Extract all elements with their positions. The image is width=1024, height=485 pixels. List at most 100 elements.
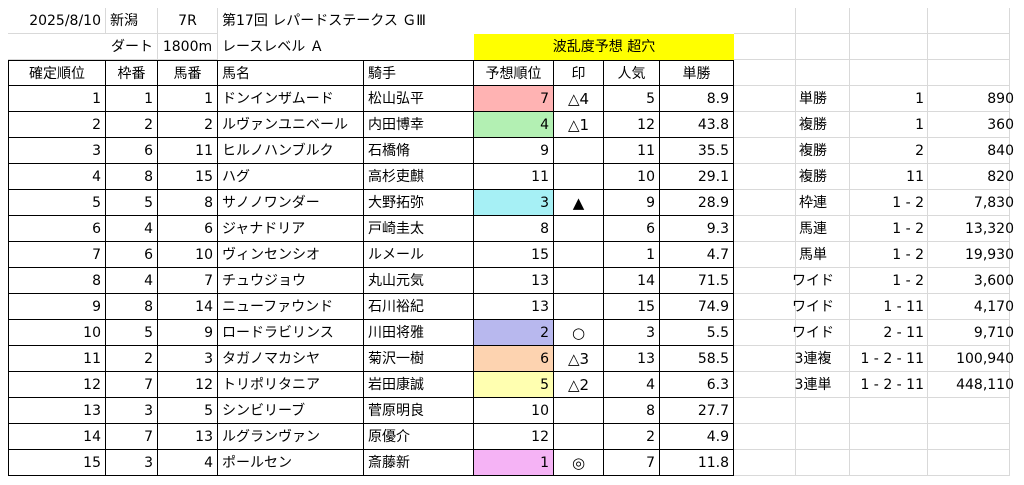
payout-type[interactable]: 馬単: [799, 247, 827, 263]
empty-cell[interactable]: [928, 346, 1010, 372]
empty-cell[interactable]: [796, 60, 850, 86]
race-number[interactable]: 7R: [158, 8, 218, 34]
table-cell-uma[interactable]: 3: [158, 346, 218, 372]
table-cell-pred[interactable]: 6: [474, 346, 554, 372]
table-cell-horse[interactable]: ルヴァンユニベール: [218, 112, 364, 138]
table-cell-horse[interactable]: サノノワンダー: [218, 190, 364, 216]
empty-cell[interactable]: [734, 398, 796, 424]
empty-cell[interactable]: [928, 86, 1010, 112]
empty-cell[interactable]: [796, 138, 850, 164]
table-cell-odds[interactable]: 4.9: [660, 424, 734, 450]
empty-cell[interactable]: [796, 216, 850, 242]
table-cell-rank[interactable]: 5: [8, 190, 106, 216]
payout-amount[interactable]: 448,110: [956, 377, 1014, 393]
empty-cell[interactable]: [928, 112, 1010, 138]
empty-cell[interactable]: [850, 450, 928, 476]
table-cell-mark[interactable]: △1: [554, 112, 604, 138]
empty-cell[interactable]: [850, 424, 928, 450]
table-cell-uma[interactable]: 12: [158, 372, 218, 398]
payout-type[interactable]: 複勝: [799, 169, 827, 185]
empty-cell[interactable]: [850, 112, 928, 138]
table-cell-jockey[interactable]: 石川裕紀: [364, 294, 474, 320]
table-cell-jockey[interactable]: ルメール: [364, 242, 474, 268]
table-cell-rank[interactable]: 1: [8, 86, 106, 112]
table-cell-horse[interactable]: ルグランヴァン: [218, 424, 364, 450]
table-cell-pred[interactable]: 4: [474, 112, 554, 138]
empty-cell[interactable]: [796, 294, 850, 320]
race-surface[interactable]: ダート: [8, 34, 158, 60]
payout-type[interactable]: ワイド: [792, 325, 834, 341]
empty-cell[interactable]: [850, 216, 928, 242]
empty-cell[interactable]: [734, 190, 796, 216]
empty-cell[interactable]: [734, 372, 796, 398]
table-cell-uma[interactable]: 2: [158, 112, 218, 138]
table-cell-rank[interactable]: 4: [8, 164, 106, 190]
table-cell-mark[interactable]: [554, 424, 604, 450]
table-cell-mark[interactable]: [554, 216, 604, 242]
table-cell-pop[interactable]: 10: [604, 164, 660, 190]
table-cell-waku[interactable]: 1: [106, 86, 158, 112]
table-cell-pop[interactable]: 3: [604, 320, 660, 346]
table-cell-mark[interactable]: △3: [554, 346, 604, 372]
table-cell-waku[interactable]: 5: [106, 190, 158, 216]
payout-type[interactable]: 3連複: [794, 351, 832, 367]
table-cell-mark[interactable]: [554, 268, 604, 294]
table-cell-horse[interactable]: ハグ: [218, 164, 364, 190]
empty-cell[interactable]: [850, 190, 928, 216]
empty-cell[interactable]: [850, 398, 928, 424]
empty-cell[interactable]: [734, 164, 796, 190]
table-cell-jockey[interactable]: 丸山元気: [364, 268, 474, 294]
table-cell-horse[interactable]: ロードラビリンス: [218, 320, 364, 346]
table-cell-odds[interactable]: 5.5: [660, 320, 734, 346]
column-header-jockey[interactable]: 騎手: [364, 60, 474, 86]
empty-cell[interactable]: [850, 346, 928, 372]
table-cell-jockey[interactable]: 原優介: [364, 424, 474, 450]
payout-type[interactable]: 複勝: [799, 143, 827, 159]
table-cell-pop[interactable]: 9: [604, 190, 660, 216]
empty-cell[interactable]: [734, 450, 796, 476]
table-cell-odds[interactable]: 27.7: [660, 398, 734, 424]
table-cell-pred[interactable]: 15: [474, 242, 554, 268]
race-name[interactable]: 第17回 レパードステークス ＧⅢ: [222, 13, 426, 29]
table-cell-pop[interactable]: 5: [604, 86, 660, 112]
empty-cell[interactable]: [734, 8, 796, 34]
table-cell-waku[interactable]: 2: [106, 112, 158, 138]
payout-type[interactable]: ワイド: [792, 299, 834, 315]
empty-cell[interactable]: [734, 268, 796, 294]
table-cell-pred[interactable]: 13: [474, 268, 554, 294]
payout-combination[interactable]: 2: [915, 143, 924, 159]
table-cell-pop[interactable]: 15: [604, 294, 660, 320]
table-cell-pred[interactable]: 7: [474, 86, 554, 112]
payout-amount[interactable]: 4,170: [973, 299, 1014, 315]
table-cell-uma[interactable]: 10: [158, 242, 218, 268]
empty-cell[interactable]: [796, 398, 850, 424]
table-cell-rank[interactable]: 7: [8, 242, 106, 268]
table-cell-rank[interactable]: 15: [8, 450, 106, 476]
empty-cell[interactable]: [928, 138, 1010, 164]
table-cell-odds[interactable]: 4.7: [660, 242, 734, 268]
table-cell-mark[interactable]: ▲: [554, 190, 604, 216]
table-cell-horse[interactable]: ポールセン: [218, 450, 364, 476]
empty-cell[interactable]: [734, 242, 796, 268]
table-cell-odds[interactable]: 74.9: [660, 294, 734, 320]
table-cell-rank[interactable]: 13: [8, 398, 106, 424]
table-cell-pred[interactable]: 13: [474, 294, 554, 320]
table-cell-waku[interactable]: 7: [106, 424, 158, 450]
empty-cell[interactable]: [928, 424, 1010, 450]
empty-cell[interactable]: [850, 34, 928, 60]
table-cell-pop[interactable]: 8: [604, 398, 660, 424]
table-cell-odds[interactable]: 71.5: [660, 268, 734, 294]
table-cell-jockey[interactable]: 川田将雅: [364, 320, 474, 346]
race-date[interactable]: 2025/8/10: [8, 8, 106, 34]
table-cell-rank[interactable]: 3: [8, 138, 106, 164]
table-cell-waku[interactable]: 7: [106, 372, 158, 398]
table-cell-pop[interactable]: 1: [604, 242, 660, 268]
payout-amount[interactable]: 9,710: [973, 325, 1014, 341]
table-cell-jockey[interactable]: 菊沢一樹: [364, 346, 474, 372]
empty-cell[interactable]: [734, 60, 796, 86]
payout-amount[interactable]: 100,940: [956, 351, 1014, 367]
table-cell-jockey[interactable]: 高杉吏麒: [364, 164, 474, 190]
table-cell-odds[interactable]: 11.8: [660, 450, 734, 476]
table-cell-rank[interactable]: 9: [8, 294, 106, 320]
table-cell-mark[interactable]: ○: [554, 320, 604, 346]
